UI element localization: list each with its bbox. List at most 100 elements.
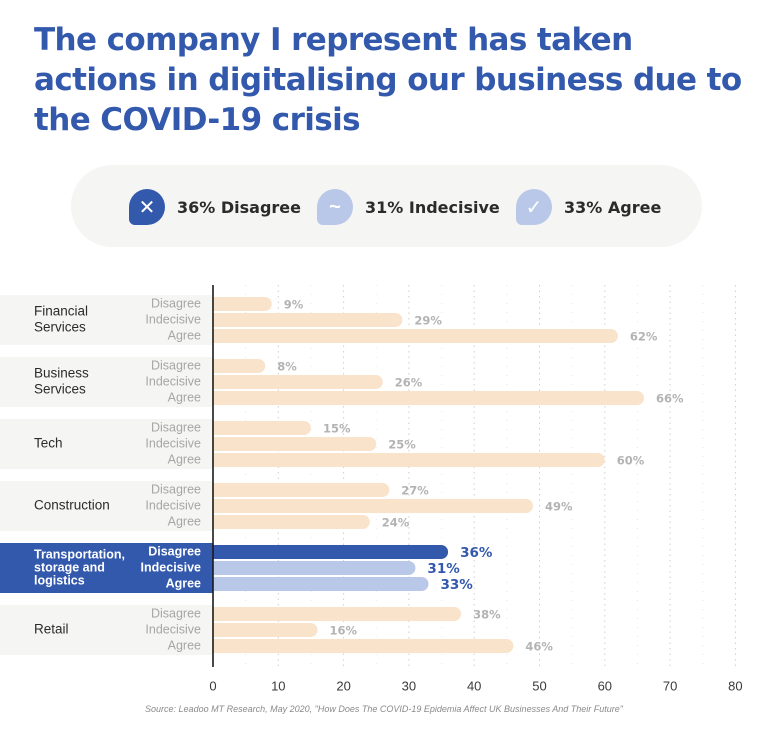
category-label: Services	[34, 382, 86, 397]
legend-item-indecisive: ~ 31% Indecisive	[317, 189, 500, 225]
series-label: Agree	[168, 514, 201, 528]
x-tick-label: 30	[402, 678, 416, 693]
category-label: Financial	[34, 304, 88, 319]
category-label: Construction	[34, 498, 110, 513]
value-label: 27%	[401, 484, 429, 498]
bar-left-cap	[213, 297, 221, 311]
bar-left-cap	[213, 483, 221, 497]
bar	[213, 453, 605, 467]
bar	[213, 545, 449, 559]
bar-left-cap	[213, 329, 221, 343]
series-label: Disagree	[151, 420, 201, 434]
bar	[213, 607, 462, 621]
series-label: Disagree	[148, 544, 201, 558]
series-label: Agree	[166, 576, 201, 590]
bar	[213, 561, 416, 575]
x-tick-label: 80	[728, 678, 742, 693]
x-tick-label: 10	[271, 678, 285, 693]
legend-item-agree: ✓ 33% Agree	[516, 189, 661, 225]
bar	[213, 421, 311, 435]
bar-left-cap	[213, 453, 221, 467]
category-label: Transportation,	[34, 547, 125, 561]
series-label: Indecisive	[145, 312, 201, 326]
value-label: 26%	[395, 376, 423, 390]
value-label: 16%	[329, 624, 357, 638]
bar	[213, 623, 318, 637]
bar	[213, 391, 644, 405]
bar	[213, 483, 390, 497]
bar-left-cap	[213, 515, 221, 529]
value-label: 36%	[460, 545, 493, 561]
series-label: Indecisive	[145, 622, 201, 636]
value-label: 62%	[630, 330, 658, 344]
value-label: 66%	[656, 392, 684, 406]
bar	[213, 639, 514, 653]
category-label: Business	[34, 366, 89, 381]
category-label: Tech	[34, 436, 63, 451]
series-label: Disagree	[151, 296, 201, 310]
bar-left-cap	[213, 499, 221, 513]
series-label: Indecisive	[145, 374, 201, 388]
series-label: Disagree	[151, 358, 201, 372]
bar	[213, 359, 266, 373]
bar	[213, 577, 429, 591]
bar-left-cap	[213, 607, 221, 621]
category-label: Retail	[34, 622, 69, 637]
series-label: Disagree	[151, 606, 201, 620]
series-label: Agree	[168, 638, 201, 652]
legend-text-disagree: 36% Disagree	[177, 197, 301, 217]
chart-title: The company I represent has taken action…	[34, 22, 742, 138]
x-tick-label: 70	[663, 678, 677, 693]
value-label: 25%	[388, 438, 416, 452]
tilde-icon: ~	[317, 189, 353, 225]
bar	[213, 329, 618, 343]
x-tick-label: 0	[209, 678, 216, 693]
legend: ✕ 36% Disagree ~ 31% Indecisive ✓ 33% Ag…	[71, 165, 702, 247]
bar-left-cap	[213, 623, 221, 637]
bar	[213, 515, 370, 529]
row-background	[0, 605, 213, 655]
row-background	[0, 295, 213, 345]
series-label: Indecisive	[145, 436, 201, 450]
bar-left-cap	[213, 437, 221, 451]
bar	[213, 313, 403, 327]
value-label: 9%	[284, 298, 304, 312]
legend-item-disagree: ✕ 36% Disagree	[129, 189, 301, 225]
legend-text-agree: 33% Agree	[564, 197, 662, 217]
series-label: Agree	[168, 452, 201, 466]
bar	[213, 375, 383, 389]
check-icon: ✓	[516, 189, 552, 225]
category-label: logistics	[34, 573, 85, 587]
value-label: 24%	[382, 516, 410, 530]
value-label: 49%	[545, 500, 573, 514]
bar-left-cap	[213, 561, 221, 575]
value-label: 38%	[473, 608, 501, 622]
value-label: 8%	[277, 360, 297, 374]
series-label: Indecisive	[141, 560, 201, 574]
bar-left-cap	[213, 545, 221, 559]
x-tick-label: 40	[467, 678, 481, 693]
bar	[213, 499, 533, 513]
bar	[213, 297, 272, 311]
row-background	[0, 357, 213, 407]
value-label: 31%	[427, 561, 460, 577]
value-label: 15%	[323, 422, 351, 436]
x-tick-label: 20	[336, 678, 350, 693]
value-label: 29%	[414, 314, 442, 328]
x-tick-label: 60	[598, 678, 612, 693]
series-label: Agree	[168, 328, 201, 342]
row-background	[0, 419, 213, 469]
bar-left-cap	[213, 375, 221, 389]
category-label: storage and	[34, 560, 105, 574]
bar-left-cap	[213, 359, 221, 373]
x-icon: ✕	[129, 189, 165, 225]
bar	[213, 437, 377, 451]
x-tick-label: 50	[532, 678, 546, 693]
value-label: 60%	[617, 454, 645, 468]
bar-left-cap	[213, 421, 221, 435]
legend-text-indecisive: 31% Indecisive	[365, 197, 500, 217]
bar-left-cap	[213, 313, 221, 327]
source-note: Source: Leadoo MT Research, May 2020, "H…	[145, 704, 623, 714]
row-background	[0, 543, 213, 593]
